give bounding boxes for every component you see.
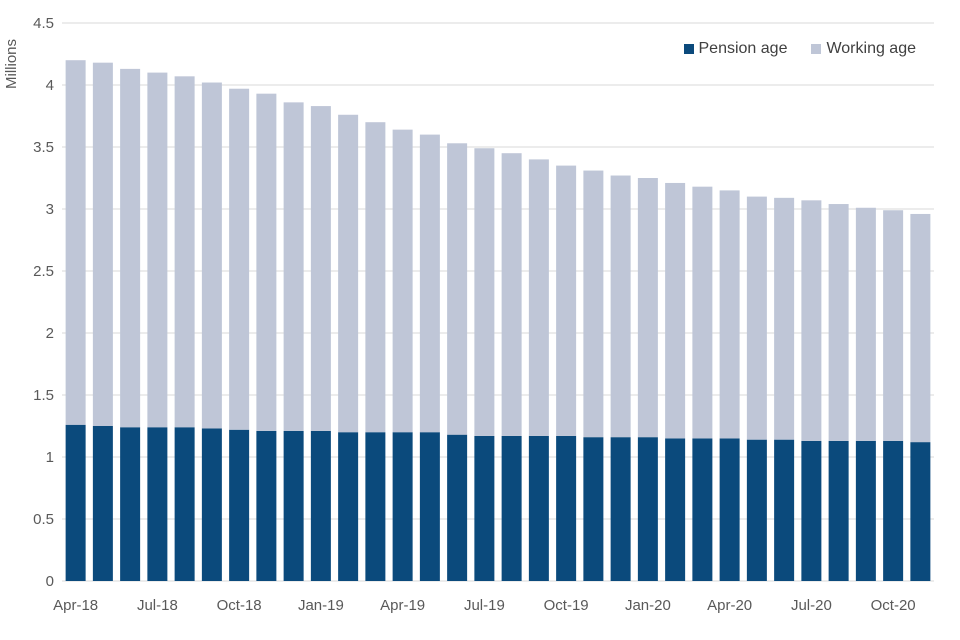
bar-segment-working-age: [528, 159, 549, 436]
x-tick-label: Jul-18: [137, 597, 178, 614]
bar-segment-pension-age: [637, 437, 658, 581]
bar-segment-working-age: [256, 93, 277, 431]
bar-segment-pension-age: [883, 440, 904, 581]
bar-segment-pension-age: [256, 430, 277, 581]
bar-segment-pension-age: [665, 438, 686, 581]
x-tick-label: Oct-18: [217, 597, 262, 614]
y-tick-label: 4.5: [33, 15, 54, 32]
bar-segment-working-age: [338, 114, 359, 433]
bar-segment-pension-age: [610, 437, 631, 581]
bar-segment-pension-age: [528, 435, 549, 581]
bar-segment-working-age: [392, 129, 413, 433]
bar-segment-pension-age: [419, 432, 440, 581]
x-tick-label: Apr-18: [53, 597, 98, 614]
bar-segment-pension-age: [583, 437, 604, 581]
bar-segment-working-age: [828, 204, 849, 441]
y-tick-label: 0: [46, 573, 54, 590]
y-tick-label: 3.5: [33, 139, 54, 156]
bar-segment-working-age: [610, 175, 631, 438]
bar-segment-working-age: [774, 197, 795, 440]
y-tick-label: 3: [46, 201, 54, 218]
bar-segment-pension-age: [92, 426, 113, 581]
x-tick-label: Apr-19: [380, 597, 425, 614]
bar-segment-working-age: [310, 106, 331, 431]
bars-group: [65, 60, 931, 581]
bar-segment-working-age: [692, 186, 713, 439]
bar-segment-working-age: [365, 122, 386, 433]
bar-segment-pension-age: [801, 440, 822, 581]
y-tick-label: 2: [46, 325, 54, 342]
bar-segment-working-age: [201, 82, 222, 429]
bar-segment-working-age: [92, 62, 113, 427]
bar-segment-pension-age: [147, 427, 168, 581]
bar-segment-working-age: [501, 153, 522, 436]
x-tick-label: Jan-19: [298, 597, 344, 614]
x-tick-label: Jul-20: [791, 597, 832, 614]
bar-segment-working-age: [855, 207, 876, 441]
bar-segment-working-age: [283, 102, 304, 431]
bar-segment-working-age: [447, 143, 468, 435]
y-tick-label: 0.5: [33, 511, 54, 528]
bar-segment-pension-age: [474, 435, 495, 581]
x-tick-label: Oct-19: [544, 597, 589, 614]
bar-segment-working-age: [419, 134, 440, 433]
bar-segment-pension-age: [719, 438, 740, 581]
bar-segment-pension-age: [338, 432, 359, 581]
bar-segment-working-age: [556, 165, 577, 436]
y-axis-tick-labels: 0 0.5 1 1.5 2 2.5 3 3.5 4 4.5: [33, 15, 54, 590]
bar-segment-working-age: [229, 88, 250, 430]
bar-segment-working-age: [174, 76, 195, 428]
bar-segment-pension-age: [201, 428, 222, 581]
bar-segment-pension-age: [120, 427, 141, 581]
y-axis-title: Millions: [3, 39, 20, 89]
bar-segment-pension-age: [855, 440, 876, 581]
bar-segment-working-age: [637, 178, 658, 438]
bar-segment-working-age: [474, 148, 495, 436]
bar-segment-pension-age: [692, 438, 713, 581]
bar-segment-pension-age: [910, 442, 931, 581]
bar-segment-pension-age: [174, 427, 195, 581]
bar-segment-working-age: [120, 68, 141, 428]
bar-segment-working-age: [583, 170, 604, 438]
bar-segment-pension-age: [501, 435, 522, 581]
bar-segment-working-age: [665, 182, 686, 439]
bar-segment-pension-age: [828, 440, 849, 581]
x-tick-label: Jan-20: [625, 597, 671, 614]
bar-segment-pension-age: [229, 429, 250, 581]
bar-segment-pension-age: [310, 430, 331, 581]
bar-segment-working-age: [147, 72, 168, 428]
y-tick-label: 1.5: [33, 387, 54, 404]
bar-segment-working-age: [719, 190, 740, 439]
bar-segment-pension-age: [392, 432, 413, 581]
x-tick-label: Apr-20: [707, 597, 752, 614]
y-tick-label: 1: [46, 449, 54, 466]
bar-segment-pension-age: [65, 424, 86, 581]
bar-segment-pension-age: [283, 430, 304, 581]
bar-segment-working-age: [746, 196, 767, 440]
bar-segment-pension-age: [774, 439, 795, 581]
bar-segment-pension-age: [365, 432, 386, 581]
y-tick-label: 2.5: [33, 263, 54, 280]
bar-segment-working-age: [910, 213, 931, 443]
x-tick-label: Oct-20: [871, 597, 916, 614]
x-axis-tick-labels: Apr-18 Jul-18 Oct-18 Jan-19 Apr-19 Jul-19 Oct-…: [53, 597, 916, 614]
bar-segment-pension-age: [746, 439, 767, 581]
bar-segment-working-age: [65, 60, 86, 425]
x-tick-label: Jul-19: [464, 597, 505, 614]
bar-segment-pension-age: [447, 434, 468, 581]
bar-segment-working-age: [801, 200, 822, 441]
bar-segment-pension-age: [556, 435, 577, 581]
bar-segment-working-age: [883, 210, 904, 441]
y-tick-label: 4: [46, 77, 54, 94]
